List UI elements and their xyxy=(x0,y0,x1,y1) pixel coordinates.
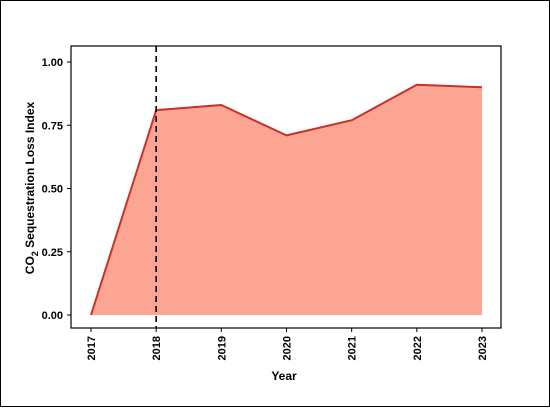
x-tick-label: 2023 xyxy=(477,336,489,360)
y-tick-label: 0.25 xyxy=(42,247,63,259)
y-axis-title-subscript: 2 xyxy=(30,251,40,256)
x-tick-label: 2020 xyxy=(282,336,294,360)
y-axis-title-rest: Sequestration Loss Index xyxy=(23,101,37,251)
y-tick-label: 0.75 xyxy=(42,120,63,132)
y-tick-label: 1.00 xyxy=(42,57,63,69)
x-tick-label: 2021 xyxy=(347,336,359,360)
x-tick-label: 2017 xyxy=(86,336,98,360)
x-axis-title: Year xyxy=(271,369,297,383)
y-tick-label: 0.50 xyxy=(42,184,63,196)
area-fill xyxy=(91,84,482,315)
x-tick-label: 2018 xyxy=(151,336,163,360)
x-tick-label: 2019 xyxy=(216,336,228,360)
x-axis: 2017 2018 2019 2020 2021 2022 2023 xyxy=(86,328,489,360)
y-axis-title: CO2 Sequestration Loss Index xyxy=(23,101,40,274)
plot-area xyxy=(70,45,502,329)
x-tick-label: 2022 xyxy=(412,336,424,360)
y-tick-label: 0.00 xyxy=(42,310,63,322)
y-axis-title-main: CO xyxy=(23,256,37,274)
y-axis: 0.00 0.25 0.50 0.75 1.00 xyxy=(42,57,71,322)
